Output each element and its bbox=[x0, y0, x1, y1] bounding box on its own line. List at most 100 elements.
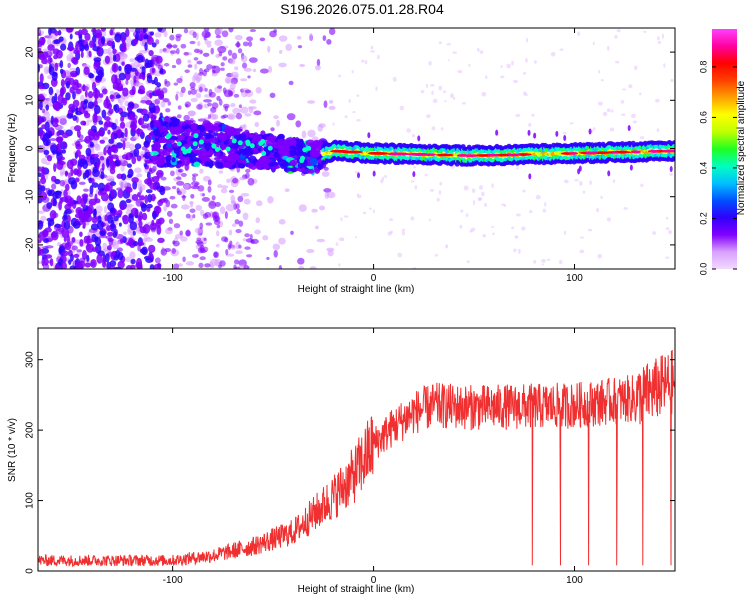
snr-ytick-label: 100 bbox=[25, 492, 36, 509]
spectrogram-cell bbox=[431, 90, 434, 96]
spectrogram-cell bbox=[99, 139, 106, 144]
spectrogram-cell bbox=[99, 230, 106, 236]
spectrogram-cell bbox=[192, 75, 196, 83]
spectrogram-cell bbox=[190, 193, 195, 199]
spectrogram-cell bbox=[70, 126, 75, 131]
spectrogram-cell bbox=[528, 122, 532, 127]
spectrogram-cell bbox=[228, 189, 235, 194]
spectrogram-cell bbox=[144, 178, 152, 185]
spectrogram-ylabel: Frequency (Hz) bbox=[7, 114, 18, 183]
spectrogram-cell bbox=[247, 106, 257, 110]
spectrogram-cell bbox=[614, 34, 618, 39]
spectrogram-cell bbox=[222, 87, 227, 94]
spectrogram-cell bbox=[316, 140, 324, 147]
spectrogram-cell bbox=[75, 143, 83, 150]
spectrogram-cell bbox=[38, 184, 43, 189]
spectrogram-cell bbox=[41, 124, 47, 130]
spectrogram-cell bbox=[38, 239, 42, 244]
spectrogram-cell bbox=[171, 186, 177, 190]
spectrogram-cell bbox=[302, 147, 308, 153]
spectrogram-cell bbox=[469, 230, 473, 233]
spectrogram-cell bbox=[514, 236, 517, 239]
spectrogram-ytick-label: 10 bbox=[25, 94, 36, 106]
spectrogram-cell bbox=[84, 90, 88, 98]
spectrogram-cell bbox=[71, 245, 78, 251]
spectrogram-cell bbox=[220, 115, 226, 119]
spectrogram-cell bbox=[357, 172, 361, 179]
spectrogram-cell bbox=[51, 150, 60, 155]
spectrogram-cell bbox=[240, 193, 250, 197]
spectrogram-cell bbox=[180, 236, 188, 242]
spectrogram-cell bbox=[248, 162, 253, 169]
spectrogram-cell bbox=[468, 63, 471, 67]
spectrogram-cell bbox=[401, 230, 405, 236]
spectrogram-cell bbox=[126, 241, 134, 246]
spectrogram-ytick-label: 20 bbox=[25, 46, 36, 58]
spectrogram-cell bbox=[79, 42, 85, 52]
spectrogram-cell bbox=[45, 162, 51, 166]
spectrogram-cell bbox=[472, 200, 476, 206]
spectrogram-cell bbox=[439, 181, 443, 186]
spectrogram-cell bbox=[113, 254, 119, 261]
snr-plot-area bbox=[38, 328, 675, 571]
spectrogram-cell bbox=[87, 91, 94, 99]
spectrogram-cell bbox=[96, 160, 100, 170]
spectrogram-cell bbox=[484, 203, 488, 207]
spectrogram-cell bbox=[68, 259, 72, 265]
spectrogram-cell bbox=[199, 256, 206, 261]
spectrogram-cell bbox=[105, 182, 113, 192]
spectrogram-cell bbox=[94, 193, 98, 203]
spectrogram-cell bbox=[117, 209, 123, 216]
spectrogram-cell bbox=[471, 188, 476, 193]
spectrogram-cell bbox=[671, 140, 675, 145]
spectrogram-cell bbox=[438, 190, 442, 195]
spectrogram-cell bbox=[267, 195, 274, 204]
spectrogram-cell bbox=[111, 122, 117, 130]
spectrogram-cell bbox=[103, 205, 108, 214]
spectrogram-xtick-label: -100 bbox=[163, 273, 183, 284]
spectrogram-cell bbox=[155, 104, 160, 111]
spectrogram-cell bbox=[130, 264, 136, 269]
spectrogram-cell bbox=[172, 44, 178, 49]
spectrogram-cell bbox=[568, 151, 579, 155]
spectrogram-cell bbox=[204, 31, 211, 38]
spectrogram-cell bbox=[224, 105, 229, 112]
spectrogram-cell bbox=[41, 108, 46, 114]
spectrogram-cell bbox=[171, 65, 177, 69]
spectrogram-cell bbox=[446, 43, 452, 46]
spectrogram-cell bbox=[75, 88, 82, 94]
spectrogram-cell bbox=[168, 218, 174, 225]
spectrogram-cell bbox=[120, 132, 125, 138]
spectrogram-cell bbox=[278, 35, 288, 42]
spectrogram-cell bbox=[207, 40, 212, 44]
spectrogram-cell bbox=[43, 149, 50, 156]
spectrogram-cell bbox=[356, 193, 360, 196]
spectrogram-cell bbox=[485, 153, 500, 157]
spectrogram-cell bbox=[110, 219, 115, 225]
spectrogram-cell bbox=[101, 48, 110, 55]
spectrogram-cell bbox=[101, 109, 107, 119]
spectrogram-cell bbox=[327, 249, 334, 257]
spectrogram-cell bbox=[384, 174, 387, 179]
spectrogram-cell bbox=[91, 216, 99, 224]
spectrogram-cell bbox=[198, 262, 204, 269]
spectrogram-cell bbox=[92, 46, 100, 52]
spectrogram-cell bbox=[196, 241, 204, 247]
spectrogram-cell bbox=[75, 149, 81, 158]
spectrogram-cell bbox=[53, 39, 61, 45]
spectrogram-cell bbox=[38, 102, 41, 110]
spectrogram-cell bbox=[121, 61, 125, 66]
spectrogram-cell bbox=[668, 229, 673, 235]
spectrogram-cell bbox=[155, 175, 161, 180]
spectrogram-cell bbox=[579, 181, 583, 186]
spectrogram-cell bbox=[183, 28, 189, 34]
spectrogram-cell bbox=[231, 245, 236, 250]
spectrogram-cell bbox=[125, 198, 132, 204]
spectrogram-cell bbox=[173, 82, 179, 86]
spectrogram-cell bbox=[133, 75, 137, 84]
spectrogram-cell bbox=[112, 48, 117, 55]
spectrogram-cell bbox=[125, 203, 135, 208]
spectrogram-cell bbox=[94, 32, 103, 39]
spectrogram-cell bbox=[211, 102, 219, 110]
spectrogram-cell bbox=[238, 220, 244, 227]
